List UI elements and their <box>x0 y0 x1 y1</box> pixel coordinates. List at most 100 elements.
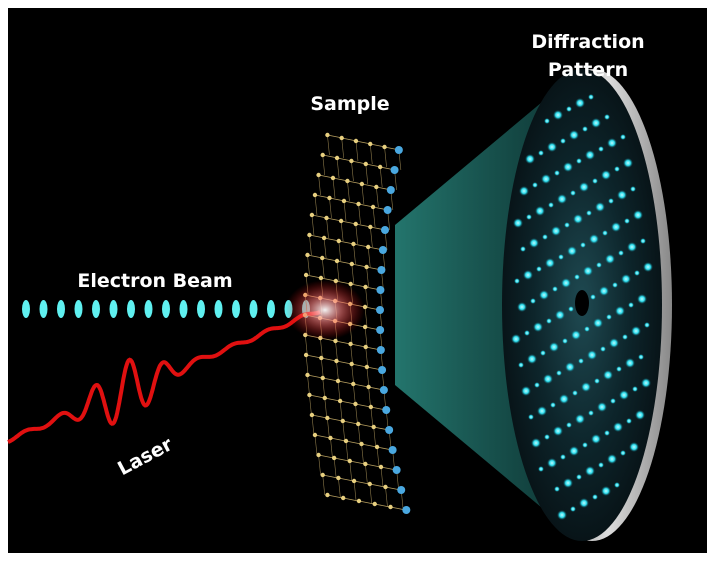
spot <box>511 334 521 344</box>
atom <box>305 253 309 257</box>
atom <box>321 376 325 380</box>
spot <box>623 158 633 168</box>
spot <box>621 274 631 284</box>
spot <box>591 434 601 444</box>
atom <box>348 282 352 286</box>
spot <box>604 430 610 436</box>
atom <box>307 393 311 397</box>
spot <box>547 458 557 468</box>
spot <box>567 246 577 256</box>
spot <box>554 486 560 492</box>
atom <box>339 136 343 140</box>
atom <box>322 236 326 240</box>
spot <box>553 426 563 436</box>
spot <box>563 162 573 172</box>
atom <box>385 426 393 434</box>
atom <box>388 505 392 509</box>
spot <box>560 138 566 144</box>
spot <box>576 158 582 164</box>
electron-pulse <box>57 300 65 318</box>
spot <box>547 142 557 152</box>
atom <box>357 499 361 503</box>
atom <box>376 326 384 334</box>
atom <box>380 386 388 394</box>
atom <box>374 185 378 189</box>
atom <box>378 165 382 169</box>
spot <box>582 126 588 132</box>
atom <box>356 202 360 206</box>
atom <box>364 265 368 269</box>
spot <box>587 350 597 360</box>
spot <box>606 314 612 320</box>
atom <box>304 273 308 277</box>
spot <box>581 382 591 392</box>
spot <box>601 486 611 496</box>
spot <box>615 306 625 316</box>
atom <box>350 262 354 266</box>
spot <box>635 410 645 420</box>
atom <box>324 216 328 220</box>
spot <box>627 242 637 252</box>
atom <box>365 365 369 369</box>
spot <box>521 386 531 396</box>
atom <box>391 166 399 174</box>
atom <box>368 482 372 486</box>
atom <box>368 225 372 229</box>
atom <box>359 442 363 446</box>
atom <box>363 325 367 329</box>
atom <box>332 456 336 460</box>
atom <box>348 459 352 463</box>
atom <box>323 396 327 400</box>
spot <box>555 310 565 320</box>
atom <box>397 486 405 494</box>
electron-pulse <box>75 300 83 318</box>
spot <box>541 174 551 184</box>
atom <box>389 446 397 454</box>
electron-pulse <box>162 300 170 318</box>
atom <box>342 199 346 203</box>
atom <box>313 193 317 197</box>
spot <box>578 358 584 364</box>
spot <box>529 238 539 248</box>
spot <box>597 402 607 412</box>
spot <box>598 462 604 468</box>
spot <box>569 130 579 140</box>
spot <box>556 370 562 376</box>
atom <box>335 259 339 263</box>
atom <box>313 433 317 437</box>
electron-pulse <box>40 300 48 318</box>
beam-stop <box>575 290 589 316</box>
spot <box>566 106 572 112</box>
spot <box>598 146 604 152</box>
electron-pulse <box>145 300 153 318</box>
spot <box>519 186 529 196</box>
atom <box>376 286 384 294</box>
spot <box>561 278 571 288</box>
spot <box>603 370 613 380</box>
atom <box>335 156 339 160</box>
spot <box>582 442 588 448</box>
spot <box>605 254 615 264</box>
spot <box>538 466 544 472</box>
atom <box>364 345 368 349</box>
spot <box>517 302 527 312</box>
atom <box>321 473 325 477</box>
atom <box>352 479 356 483</box>
spot <box>568 306 574 312</box>
spot <box>630 186 636 192</box>
spot <box>609 338 619 348</box>
atom <box>337 239 341 243</box>
atom <box>348 342 352 346</box>
atom <box>319 276 323 280</box>
atom <box>310 213 314 217</box>
atom <box>336 476 340 480</box>
spot <box>525 154 535 164</box>
atom <box>378 366 386 374</box>
electron-pulse <box>197 300 205 318</box>
spot <box>514 278 520 284</box>
spot <box>604 114 610 120</box>
spot <box>610 398 616 404</box>
atom <box>319 356 323 360</box>
spot <box>599 286 609 296</box>
atom <box>373 502 377 506</box>
